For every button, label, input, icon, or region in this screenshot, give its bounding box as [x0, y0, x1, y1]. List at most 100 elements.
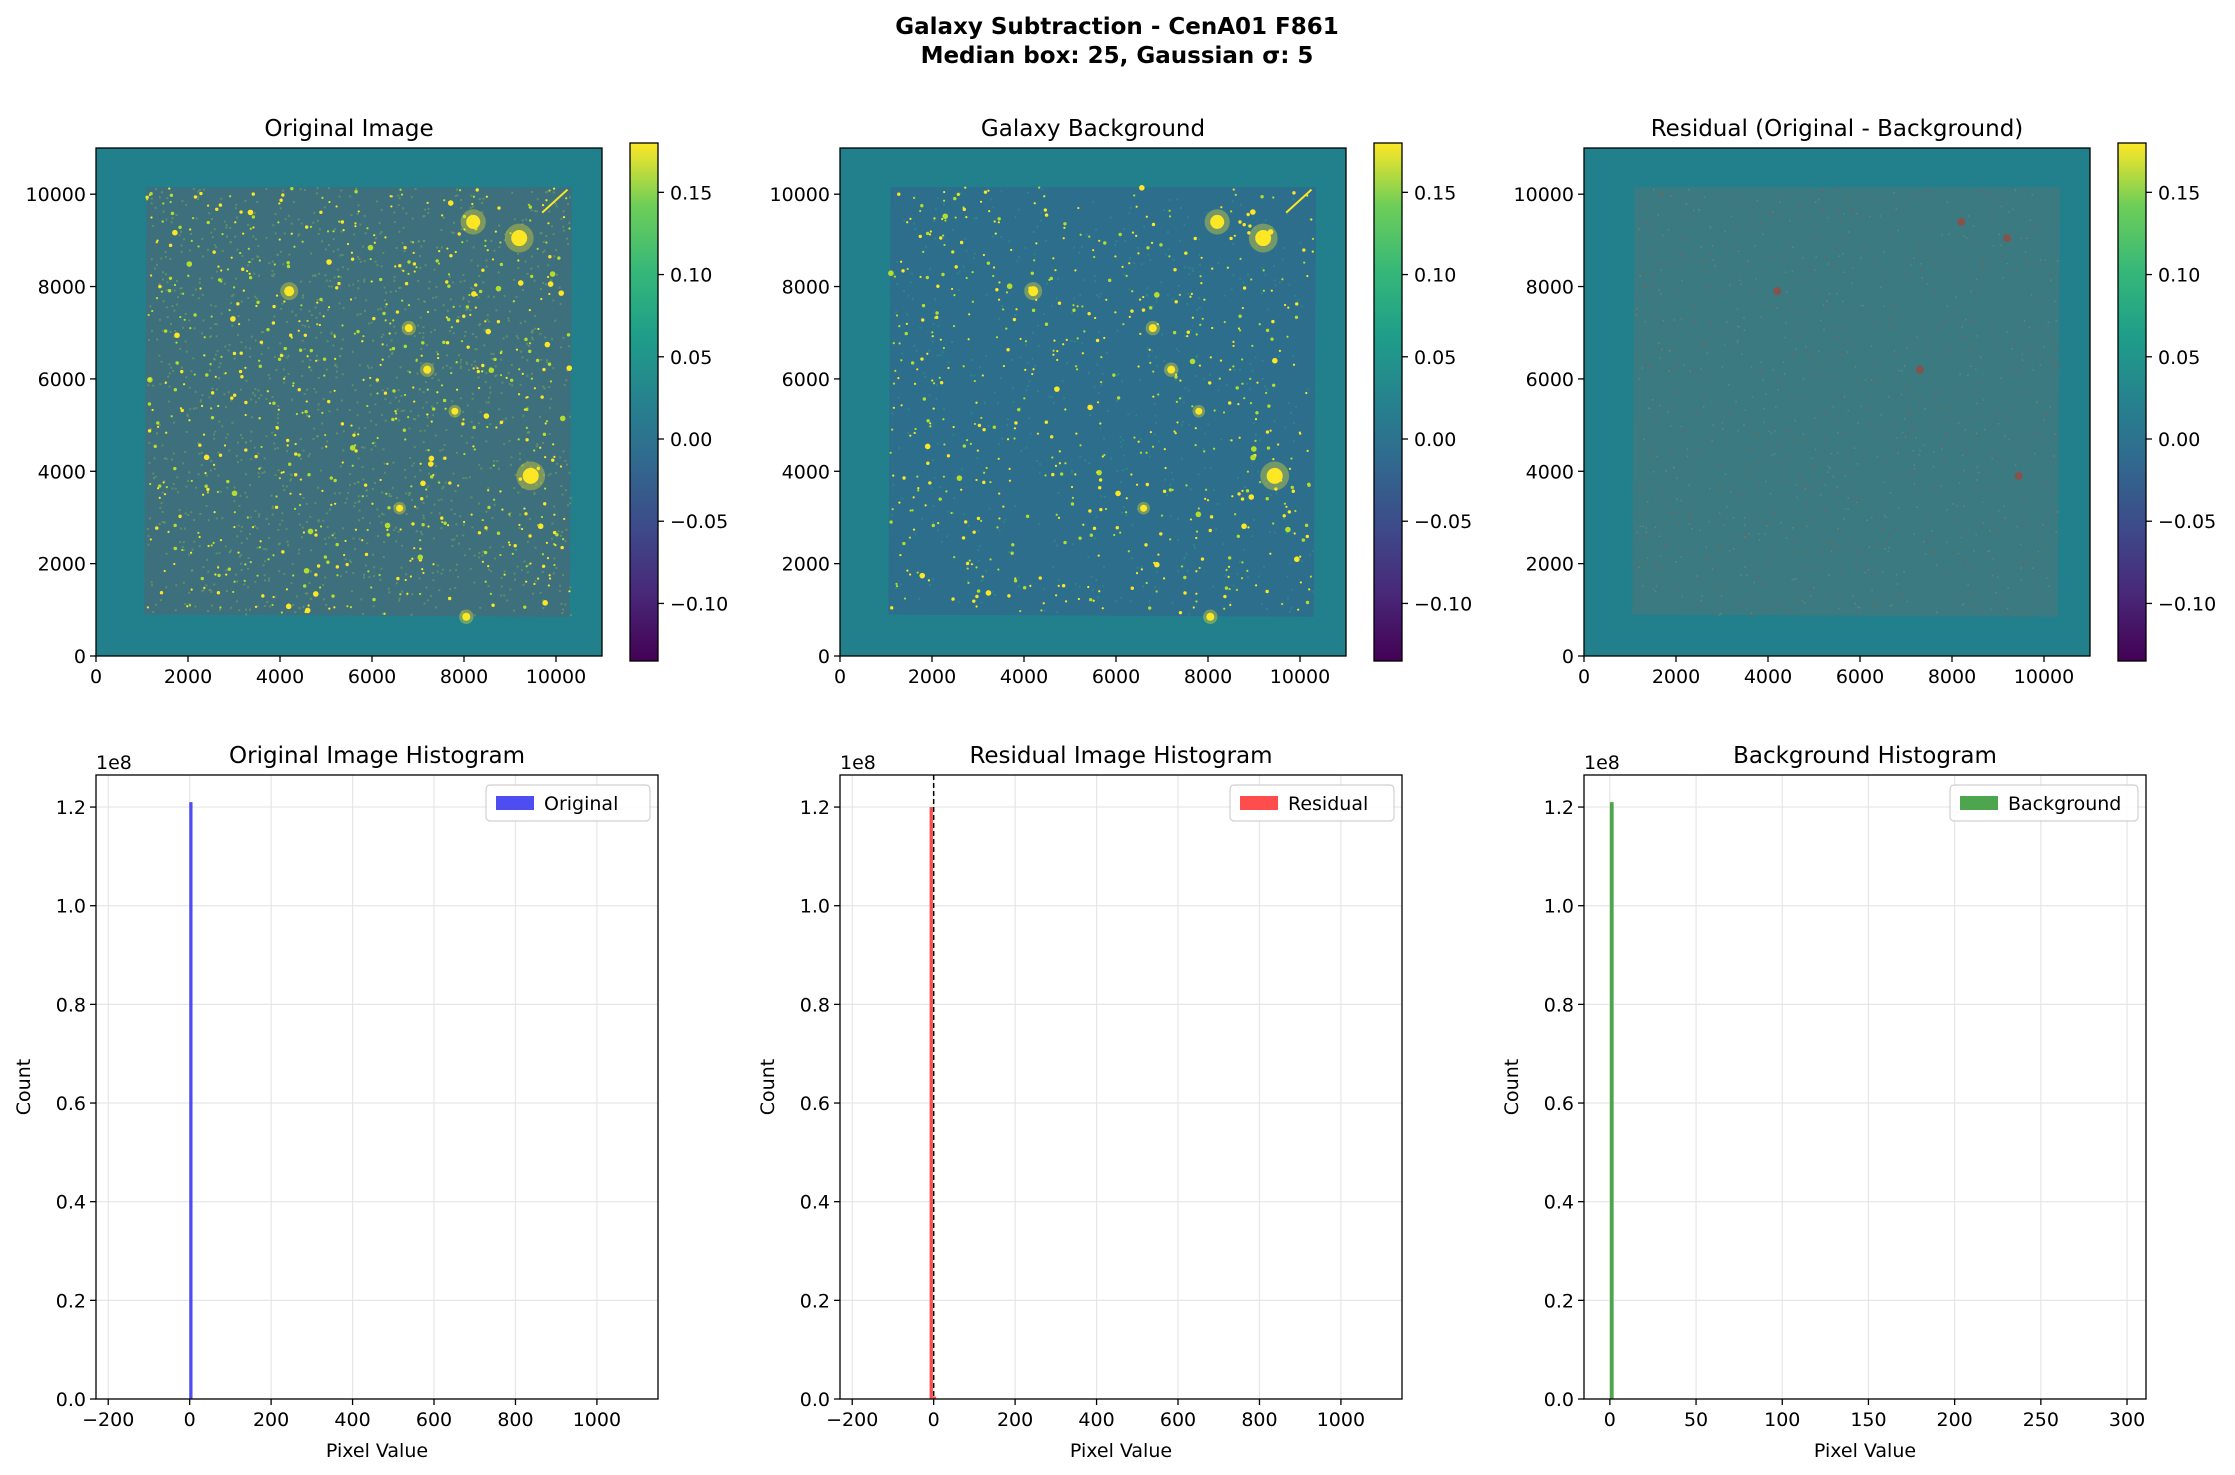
image-noise-pixel — [440, 527, 443, 530]
image-noise-pixel — [450, 499, 453, 502]
image-noise-pixel — [220, 197, 223, 200]
image-noise-pixel — [914, 228, 917, 231]
star — [357, 433, 360, 436]
histogram-bar — [929, 807, 933, 1399]
image-noise-pixel — [1035, 460, 1038, 463]
star — [992, 266, 996, 269]
star — [1251, 344, 1254, 347]
star — [499, 420, 504, 425]
residual-speckle — [1847, 457, 1850, 460]
star — [445, 341, 450, 345]
colorbar-tick-label: 0.05 — [670, 347, 712, 369]
residual-speckle — [1823, 328, 1825, 331]
star — [566, 365, 573, 371]
y-tick-label: 10000 — [26, 184, 86, 206]
star — [1192, 606, 1195, 609]
star — [1193, 236, 1197, 241]
image-noise-pixel — [253, 394, 256, 397]
image-noise-pixel — [979, 579, 982, 582]
x-axis-label: Pixel Value — [1814, 1440, 1916, 1462]
star — [351, 464, 354, 467]
image-noise-pixel — [498, 246, 501, 249]
image-noise-pixel — [207, 570, 210, 573]
image-noise-pixel — [153, 477, 156, 480]
legend-swatch — [1240, 796, 1278, 810]
residual-speckle — [1963, 563, 1966, 566]
star — [972, 530, 976, 534]
star — [255, 304, 258, 308]
star — [523, 408, 527, 411]
image-noise-pixel — [1003, 520, 1006, 523]
star — [1272, 522, 1275, 525]
image-noise-pixel — [1037, 324, 1040, 327]
residual-speckle — [1855, 379, 1858, 381]
image-noise-pixel — [481, 202, 484, 205]
image-noise-pixel — [258, 274, 261, 277]
image-noise-pixel — [936, 529, 939, 532]
image-noise-pixel — [315, 336, 318, 339]
y-tick-label: 1.0 — [1544, 896, 1574, 918]
star — [322, 357, 327, 361]
star — [260, 445, 263, 449]
image-noise-pixel — [249, 440, 252, 443]
star — [919, 275, 922, 279]
residual-speckle — [1941, 445, 1943, 448]
image-noise-pixel — [165, 306, 168, 309]
image-noise-pixel — [552, 233, 555, 236]
image-noise-pixel — [435, 465, 438, 468]
star — [1306, 449, 1309, 452]
image-noise-pixel — [321, 447, 324, 450]
image-noise-pixel — [565, 463, 568, 466]
residual-speckle — [2032, 368, 2034, 371]
star — [1305, 391, 1308, 395]
residual-speckle — [1774, 304, 1777, 307]
star — [308, 366, 311, 369]
image-noise-pixel — [441, 448, 444, 451]
residual-speckle — [1660, 263, 1662, 265]
bright-star — [522, 467, 539, 484]
image-noise-pixel — [213, 468, 216, 471]
x-tick-label: 2000 — [908, 666, 956, 688]
star — [1180, 565, 1184, 568]
image-noise-pixel — [1120, 596, 1123, 599]
image-noise-pixel — [464, 554, 467, 557]
legend: Original — [485, 784, 651, 822]
image-noise-pixel — [414, 418, 417, 421]
star — [472, 425, 476, 430]
x-tick-label: 100 — [1764, 1409, 1800, 1431]
bright-star — [1255, 230, 1272, 247]
image-noise-pixel — [471, 526, 474, 529]
y-tick-label: 0 — [1562, 646, 1574, 668]
image-noise-pixel — [271, 396, 274, 399]
image-noise-pixel — [542, 240, 545, 243]
image-noise-pixel — [1176, 538, 1179, 541]
star — [384, 236, 387, 239]
image-noise-pixel — [468, 548, 471, 551]
residual-speckle — [1641, 486, 1643, 488]
residual-speckle — [1688, 522, 1691, 525]
image-noise-pixel — [315, 354, 318, 357]
image-noise-pixel — [1232, 584, 1235, 587]
star — [285, 603, 292, 610]
image-noise-pixel — [239, 388, 242, 391]
residual-speckle — [1866, 567, 1868, 569]
residual-speckle — [2006, 607, 2009, 610]
image-noise-pixel — [1198, 297, 1201, 300]
residual-speckle — [1826, 300, 1828, 302]
image-noise-pixel — [984, 355, 987, 358]
residual-speckle — [1798, 397, 1801, 399]
image-noise-pixel — [460, 228, 463, 231]
image-noise-pixel — [226, 235, 229, 238]
star — [1310, 218, 1313, 221]
image-noise-pixel — [1278, 281, 1281, 284]
star — [427, 525, 430, 528]
image-noise-pixel — [459, 366, 462, 369]
star — [1024, 368, 1027, 371]
residual-speckle — [1996, 570, 1998, 572]
star — [373, 241, 376, 244]
image-noise-pixel — [345, 497, 348, 500]
star — [1103, 453, 1106, 457]
residual-speckle — [1868, 407, 1871, 410]
star — [442, 340, 446, 345]
star — [470, 513, 473, 516]
